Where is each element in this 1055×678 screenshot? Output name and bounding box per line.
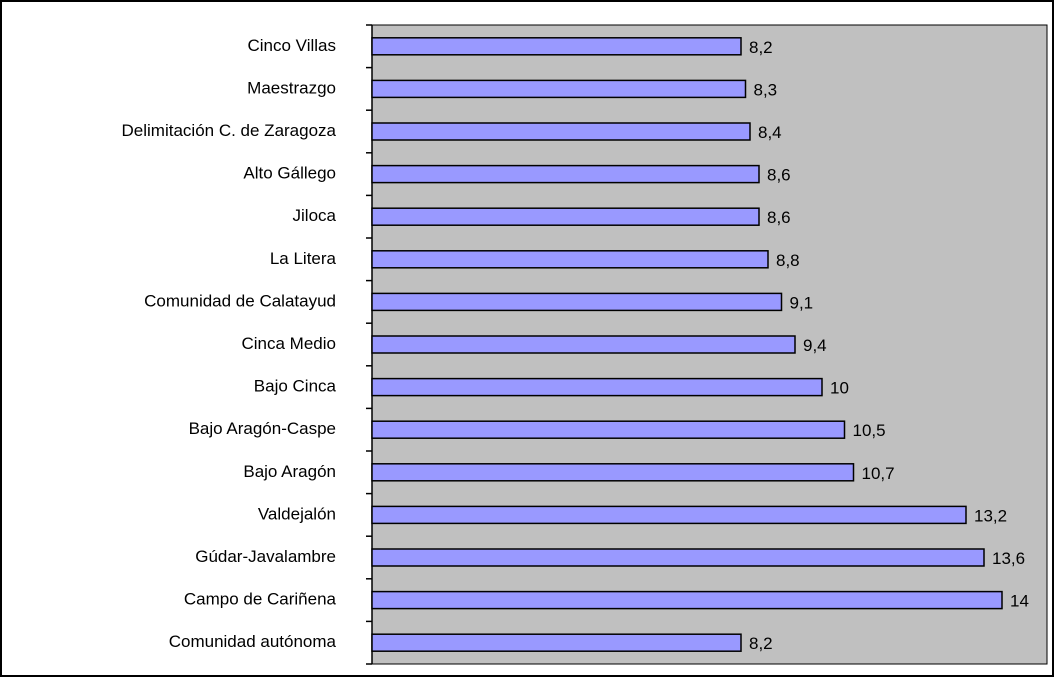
value-label: 14 — [1010, 592, 1029, 611]
bar — [371, 250, 769, 269]
category-label: Alto Gállego — [243, 164, 336, 183]
value-label: 8,4 — [758, 123, 782, 142]
bar — [371, 633, 742, 652]
value-label: 13,6 — [992, 549, 1025, 568]
bar — [371, 37, 742, 56]
bar — [371, 548, 985, 567]
value-label: 8,2 — [749, 38, 773, 57]
category-label: Campo de Cariñena — [184, 590, 337, 609]
value-label: 10,5 — [853, 421, 886, 440]
value-label: 8,6 — [767, 166, 791, 185]
category-label: Bajo Aragón — [243, 462, 336, 481]
value-label: 10,7 — [862, 464, 895, 483]
bar — [371, 335, 796, 354]
category-label: Cinco Villas — [247, 36, 336, 55]
value-label: 8,3 — [754, 80, 778, 99]
category-label: Jiloca — [293, 206, 337, 225]
bar — [371, 377, 823, 397]
bar — [371, 79, 747, 99]
bar — [371, 122, 751, 141]
value-label: 8,6 — [767, 208, 791, 227]
category-label: Maestrazgo — [247, 78, 336, 97]
category-label: Cinca Medio — [242, 334, 337, 353]
bar — [371, 207, 760, 226]
category-label: Gúdar-Javalambre — [195, 547, 336, 566]
category-label: Comunidad autónoma — [169, 632, 337, 651]
category-label: Comunidad de Calatayud — [144, 291, 336, 310]
bar — [371, 463, 855, 482]
category-label: Bajo Aragón-Caspe — [189, 419, 336, 438]
bar — [371, 420, 846, 439]
value-label: 9,1 — [790, 293, 814, 312]
bar — [371, 505, 967, 525]
value-label: 13,2 — [974, 506, 1007, 525]
bar — [371, 164, 760, 184]
category-label: Delimitación C. de Zaragoza — [122, 121, 337, 140]
bar — [371, 292, 783, 312]
bar — [371, 590, 1003, 610]
value-label: 10 — [830, 379, 849, 398]
value-label: 9,4 — [803, 336, 827, 355]
category-label: Valdejalón — [258, 504, 336, 523]
category-label: La Litera — [270, 249, 337, 268]
value-label: 8,8 — [776, 251, 800, 270]
value-label: 8,2 — [749, 634, 773, 653]
category-label: Bajo Cinca — [254, 377, 337, 396]
